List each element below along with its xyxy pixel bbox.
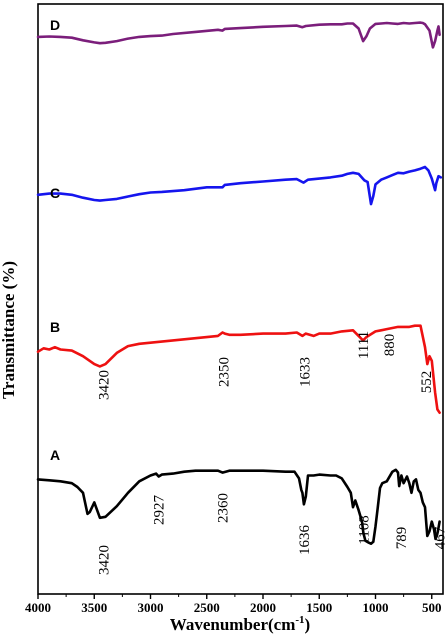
x-tick-label: 2000 [250,600,276,615]
peak-label: 3420 [96,545,112,575]
peak-label: 789 [394,527,410,550]
plot-frame [37,3,444,595]
peak-label: 1633 [297,357,313,387]
series-line-d [36,21,441,49]
peak-label: 2350 [217,357,233,387]
x-tick-label: 500 [422,600,442,615]
x-axis-title: Wavenumber(cm-1) [170,614,310,634]
x-tick-label: 3500 [81,600,107,615]
series-line-b [36,324,441,415]
panel-labels: D C B A [50,17,60,463]
peak-label: 1111 [356,331,372,359]
x-tick-label: 1500 [306,600,332,615]
x-axis-ticks: 4000 3500 3000 2500 2000 1500 1000 500 [25,594,442,615]
peak-label: 880 [382,334,398,357]
peak-label: 552 [419,371,435,394]
x-tick-label: 4000 [25,600,51,615]
series-layer [36,21,443,546]
peak-label: 1108 [356,515,372,544]
panel-label-d: D [50,17,60,33]
peak-label: 1636 [297,525,313,556]
x-tick-label: 1000 [363,600,389,615]
series-line-a [36,468,441,546]
series-line-c [36,165,443,206]
panel-label-b: B [50,319,60,335]
peak-label: 3420 [96,370,112,400]
panel-label-a: A [50,447,60,463]
x-tick-label: 2500 [194,600,220,615]
peak-label: 2360 [216,493,232,523]
x-tick-label: 3000 [138,600,164,615]
peak-annotations: 3420 2350 1633 1111 880 552 3420 2927 2360 1636 11… [96,331,446,575]
peak-label: 2927 [152,495,168,526]
peak-label: 467 [433,526,446,549]
y-axis-title: Transmittance (%) [0,261,18,399]
panel-label-c: C [50,185,60,201]
